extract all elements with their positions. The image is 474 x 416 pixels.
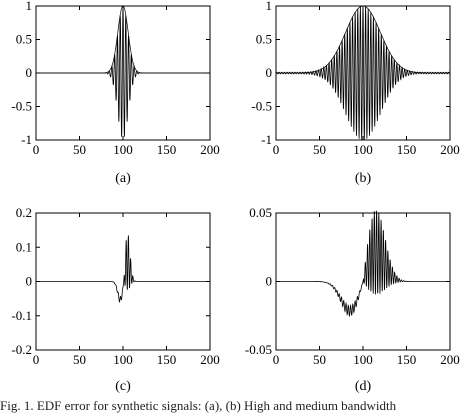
y-tick-label: -0.05 bbox=[245, 342, 272, 357]
x-tick-label: 100 bbox=[353, 352, 373, 367]
subplot-label: (c) bbox=[115, 379, 131, 394]
y-tick-label: 1 bbox=[266, 0, 273, 13]
series-line bbox=[36, 5, 210, 137]
y-tick-label: -1 bbox=[261, 132, 272, 147]
series-line bbox=[36, 235, 210, 303]
x-tick-label: 0 bbox=[273, 352, 280, 367]
chart-panel-3: 0 50 100 150 200 -0.2 -0.1 0 0.1 0.2 (c) bbox=[11, 205, 219, 394]
y-tick-label: 0.1 bbox=[16, 239, 32, 254]
y-tick-label: 0 bbox=[26, 274, 33, 289]
y-tick-label: 0.2 bbox=[16, 205, 32, 220]
y-tick-label: -0.5 bbox=[11, 99, 32, 114]
y-tick-label: -0.1 bbox=[11, 308, 32, 323]
x-tick-label: 0 bbox=[33, 142, 40, 157]
subplot-label: (b) bbox=[355, 171, 372, 186]
figure-caption: Fig. 1. EDF error for synthetic signals:… bbox=[0, 398, 397, 413]
x-tick-label: 100 bbox=[353, 142, 373, 157]
x-tick-label: 50 bbox=[313, 352, 326, 367]
y-tick-label: 0.5 bbox=[16, 32, 32, 47]
envelope-line bbox=[276, 5, 450, 74]
y-tick-label: -0.5 bbox=[251, 99, 272, 114]
subplot-label: (a) bbox=[115, 171, 131, 186]
series-line bbox=[275, 5, 451, 141]
x-tick-label: 200 bbox=[440, 142, 460, 157]
y-tick-label: 0 bbox=[266, 274, 273, 289]
figure-canvas: 0 50 100 150 200-1-0.500.51(a)0 50 100 150 200-1… bbox=[11, 0, 460, 394]
x-tick-label: 0 bbox=[273, 142, 280, 157]
x-tick-label: 50 bbox=[313, 142, 326, 157]
y-tick-label: 0 bbox=[26, 65, 33, 80]
x-tick-label: 150 bbox=[397, 352, 417, 367]
x-tick-label: 0 bbox=[33, 352, 40, 367]
y-tick-label: 0.5 bbox=[256, 32, 272, 47]
x-tick-label: 50 bbox=[73, 352, 86, 367]
chart-panel-1: 0 50 100 150 200 -1 -0.5 0 0.5 1 (a) bbox=[11, 0, 219, 186]
y-tick-label: 1 bbox=[26, 0, 33, 13]
envelope-line bbox=[36, 5, 210, 74]
x-tick-label: 150 bbox=[157, 352, 177, 367]
x-tick-label: 50 bbox=[73, 142, 86, 157]
x-tick-label: 100 bbox=[113, 352, 133, 367]
x-tick-label: 200 bbox=[200, 142, 220, 157]
chart-panel-2: 0 50 100 150 200 -1 -0.5 0 0.5 1 (b) bbox=[251, 0, 459, 186]
y-tick-label: 0 bbox=[266, 65, 273, 80]
x-tick-label: 200 bbox=[200, 352, 220, 367]
series-line bbox=[276, 210, 450, 317]
subplot-label: (d) bbox=[355, 379, 372, 394]
x-tick-label: 150 bbox=[397, 142, 417, 157]
x-tick-label: 100 bbox=[113, 142, 133, 157]
y-tick-label: -1 bbox=[21, 132, 32, 147]
x-tick-label: 200 bbox=[440, 352, 460, 367]
y-tick-label: 0.05 bbox=[249, 205, 272, 220]
x-tick-label: 150 bbox=[157, 142, 177, 157]
y-tick-label: -0.2 bbox=[11, 342, 32, 357]
